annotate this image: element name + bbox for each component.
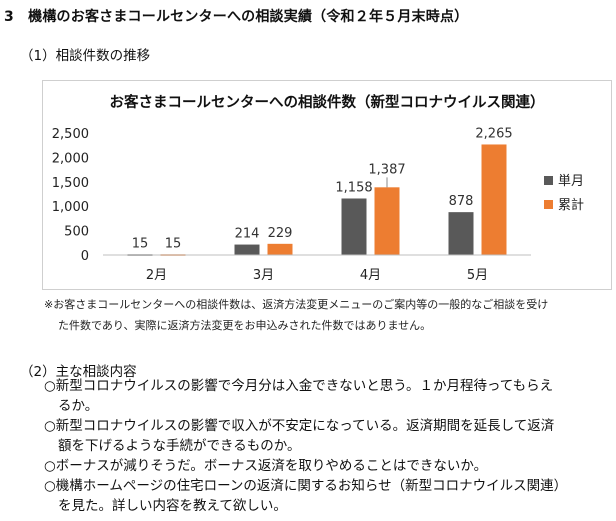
data-label: 229 <box>268 226 293 241</box>
bar-cumulative <box>374 187 400 255</box>
topic-line: 額を下げるような手続ができるものか。 <box>58 438 301 454</box>
data-label: 214 <box>235 227 260 242</box>
x-tick-label: 3月 <box>253 268 274 283</box>
x-tick-label: 2月 <box>146 268 167 283</box>
topic-line: ○ボーナスが減りそうだ。ボーナス返済を取りやめることはできないか。 <box>44 458 488 474</box>
y-axis: 0 500 1,000 1,500 2,000 2,500 <box>52 127 89 264</box>
subsection-title-main-topics: （2）主な相談内容 <box>20 364 137 380</box>
x-tick-label: 5月 <box>467 268 488 283</box>
legend-swatch <box>544 176 553 185</box>
topic-line: ○機構ホームページの住宅ローンの返済に関するお知らせ（新型コロナウイルス関連） <box>44 478 568 494</box>
bar-series: 15 15 214 229 1,158 1,387 878 2,265 <box>127 126 513 256</box>
bar-cumulative <box>267 243 293 255</box>
x-tick-label: 4月 <box>360 268 381 283</box>
bar-cumulative <box>481 144 507 255</box>
y-tick-label: 1,500 <box>52 176 89 191</box>
legend-label: 単月 <box>558 173 584 189</box>
chart-title: お客さまコールセンターへの相談件数（新型コロナウイルス関連） <box>110 93 545 111</box>
bar-monthly <box>448 212 474 255</box>
topic-line: を見た。詳しい内容を教えて欲しい。 <box>58 498 287 514</box>
chart-footnote-line-2: た件数であり、実際に返済方法変更をお申込みされた件数ではありません。 <box>58 319 432 332</box>
legend-swatch <box>544 200 553 209</box>
x-axis: 2月 3月 4月 5月 <box>103 254 531 283</box>
data-label: 1,158 <box>335 180 372 195</box>
y-tick-label: 500 <box>64 225 89 240</box>
data-label: 878 <box>449 194 474 209</box>
data-label: 1,387 <box>368 162 405 177</box>
topic-line: ○新型コロナウイルスの影響で今月分は入金できないと思う。１か月程待ってもらえ <box>44 378 554 394</box>
topic-line: るか。 <box>58 398 99 414</box>
bar-monthly <box>234 244 260 255</box>
data-label: 15 <box>132 236 149 251</box>
consultation-bar-chart: お客さまコールセンターへの相談件数（新型コロナウイルス関連） 0 500 1,000… <box>52 93 584 283</box>
y-tick-label: 2,000 <box>52 151 89 166</box>
chart-frame: お客さまコールセンターへの相談件数（新型コロナウイルス関連） 0 500 1,000… <box>42 80 612 290</box>
y-tick-label: 2,500 <box>52 127 89 142</box>
data-label: 2,265 <box>475 126 512 141</box>
legend-label: 累計 <box>558 197 584 213</box>
bar-monthly <box>341 198 367 255</box>
subsection-title-consultation-trend: （1）相談件数の推移 <box>20 48 151 64</box>
data-label: 15 <box>165 236 182 251</box>
y-tick-label: 0 <box>81 249 89 264</box>
y-tick-label: 1,000 <box>52 200 89 215</box>
chart-footnote-line-1: ※お客さまコールセンターへの相談件数は、返済方法変更メニューのご案内等の一般的な… <box>44 298 549 311</box>
section-heading: 3 機構のお客さまコールセンターへの相談実績（令和２年５月末時点） <box>4 9 469 25</box>
topic-line: ○新型コロナウイルスの影響で収入が不安定になっている。返済期間を延長して返済 <box>44 418 555 434</box>
